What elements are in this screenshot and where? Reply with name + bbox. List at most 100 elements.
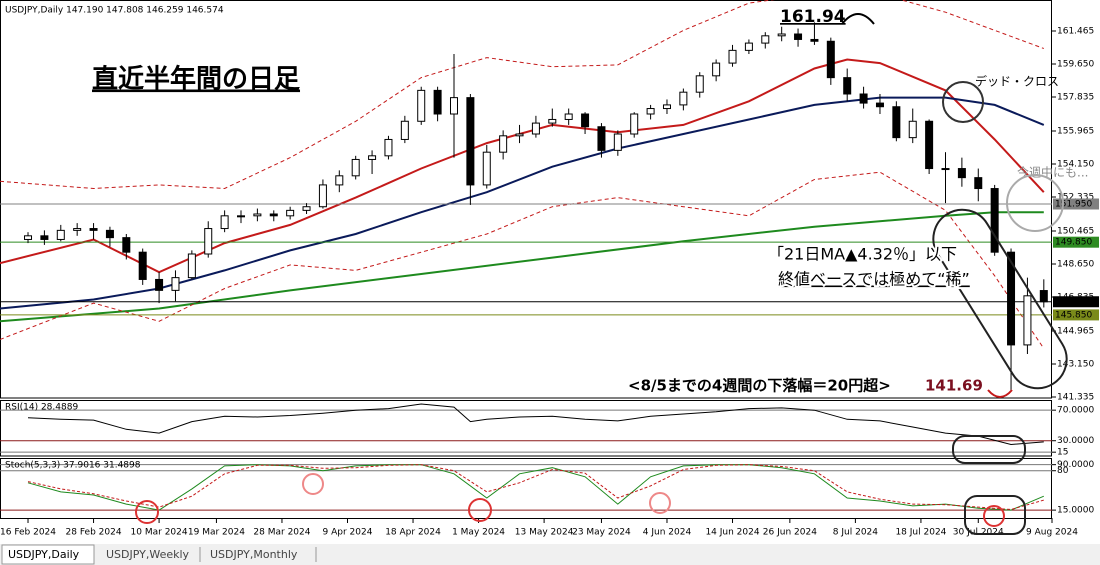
tab-label[interactable]: USDJPY,Weekly	[106, 548, 190, 561]
candle-body	[220, 215, 229, 230]
chart-title: 直近半年間の日足	[92, 64, 300, 95]
x-tick-label: 23 May 2024	[572, 528, 631, 538]
candle-body	[564, 113, 573, 120]
candle-body	[630, 113, 639, 135]
y-tick-label: 144.965	[1057, 327, 1094, 337]
indicator-line	[27, 464, 1044, 511]
y-tick-label: 161.465	[1057, 27, 1094, 37]
moving-average	[0, 171, 1045, 349]
price-tag-label: 151.950	[1055, 200, 1092, 210]
x-tick-label: 13 May 2024	[515, 528, 574, 538]
candle-body	[499, 135, 508, 153]
x-tick-label: 28 Feb 2024	[66, 528, 122, 538]
x-tick-label: 19 Mar 2024	[188, 528, 245, 538]
this-week-label: 今週中にも...	[1017, 165, 1088, 180]
x-tick-label: 10 Mar 2024	[131, 528, 188, 538]
candle-body	[843, 77, 852, 95]
candle-body	[400, 120, 409, 140]
rsi-panel	[0, 400, 1052, 457]
y-tick-label: 80	[1057, 466, 1069, 476]
candle-body	[302, 206, 311, 211]
candle-body	[269, 213, 278, 217]
peak-label: 161.94	[780, 7, 846, 27]
x-tick-label: 28 Mar 2024	[253, 528, 310, 538]
candle-body	[122, 237, 131, 253]
candle-body	[449, 97, 458, 115]
candle-body	[892, 106, 901, 139]
y-tick-label: 154.150	[1057, 160, 1094, 170]
candle-body	[351, 158, 360, 177]
candle-body	[253, 213, 262, 217]
candle-body	[1039, 290, 1048, 303]
x-tick-label: 1 May 2024	[452, 528, 505, 538]
tab-label[interactable]: USDJPY,Monthly	[210, 548, 298, 561]
candle-body	[515, 133, 524, 137]
price-tag-label: 145.850	[1055, 310, 1092, 320]
candle-body	[712, 62, 721, 77]
candle-body	[908, 120, 917, 139]
rsi-label: RSI(14) 28.4889	[5, 403, 78, 413]
dead-cross-label: デッド・クロス	[975, 74, 1059, 89]
x-tick-label: 26 Jun 2024	[763, 528, 817, 538]
candle-body	[368, 155, 377, 160]
moving-average	[0, 0, 1044, 190]
candle-body	[679, 91, 688, 106]
x-tick-label: 30 Jul 2024	[953, 528, 1004, 538]
candle-body	[777, 33, 786, 37]
x-tick-label: 4 Jun 2024	[643, 528, 692, 538]
candle-body	[761, 35, 770, 44]
y-tick-label: 70.0000	[1057, 406, 1094, 416]
candle-body	[581, 113, 590, 128]
moving-average	[0, 96, 1045, 310]
moving-average	[0, 211, 1044, 323]
x-tick-label: 9 Apr 2024	[323, 528, 373, 538]
stoch-circle	[135, 500, 159, 524]
candle-body	[171, 277, 180, 291]
candle-body	[155, 278, 164, 291]
candle-body	[482, 151, 491, 186]
stoch-circle	[649, 492, 671, 514]
candle-body	[875, 102, 884, 108]
stoch-circle	[302, 473, 324, 495]
y-tick-label: 159.650	[1057, 60, 1094, 70]
decline-box	[932, 208, 1068, 390]
candle-body	[744, 42, 753, 51]
y-tick-label: 152.335	[1057, 193, 1094, 203]
candle-body	[466, 97, 475, 186]
stoch-circle	[983, 505, 1005, 527]
price-tag	[1053, 198, 1099, 210]
bottom-arc	[987, 389, 1013, 398]
price-tag	[1053, 236, 1099, 248]
candle-body	[237, 215, 246, 218]
price-tag-label: 149.850	[1055, 238, 1092, 248]
this-week-circle	[1006, 174, 1064, 232]
chart-header: USDJPY,Daily 147.190 147.808 146.259 146…	[5, 6, 224, 16]
price-panel	[0, 0, 1052, 399]
tab[interactable]	[1, 544, 95, 565]
ma-note: 終値ベースでは極めて“稀”	[778, 270, 970, 289]
price-tag	[1053, 296, 1099, 308]
tab-label[interactable]: USDJPY,Daily	[8, 548, 80, 561]
candle-body	[597, 126, 606, 151]
stoch-label: Stoch(5,3,3) 37.9016 31.4898	[5, 461, 141, 471]
candle-body	[646, 108, 655, 115]
y-tick-label: 15	[1057, 448, 1068, 458]
candle-body	[40, 235, 49, 240]
dead-cross-circle	[942, 81, 984, 123]
y-tick-label: 15.0000	[1057, 506, 1094, 516]
price-tag	[1053, 309, 1099, 321]
x-tick-label: 9 Aug 2024	[1026, 528, 1078, 538]
indicator-line	[27, 403, 1044, 446]
decline-note: <8/5までの4週間の下落幅＝20円超>	[628, 377, 891, 395]
candle-body	[187, 253, 196, 279]
candle-body	[548, 118, 557, 124]
rsi-highlight	[952, 435, 1026, 464]
indicator-line	[27, 464, 1044, 511]
candle-body	[105, 229, 114, 239]
ma-note: 「21日MA▲4.32％」以下	[768, 245, 957, 264]
candle-body	[859, 93, 868, 104]
candle-body	[613, 133, 622, 151]
price-tag-label: 146.574	[1055, 297, 1092, 307]
x-tick-label: 18 Apr 2024	[385, 528, 441, 538]
candle-body	[1023, 295, 1032, 346]
